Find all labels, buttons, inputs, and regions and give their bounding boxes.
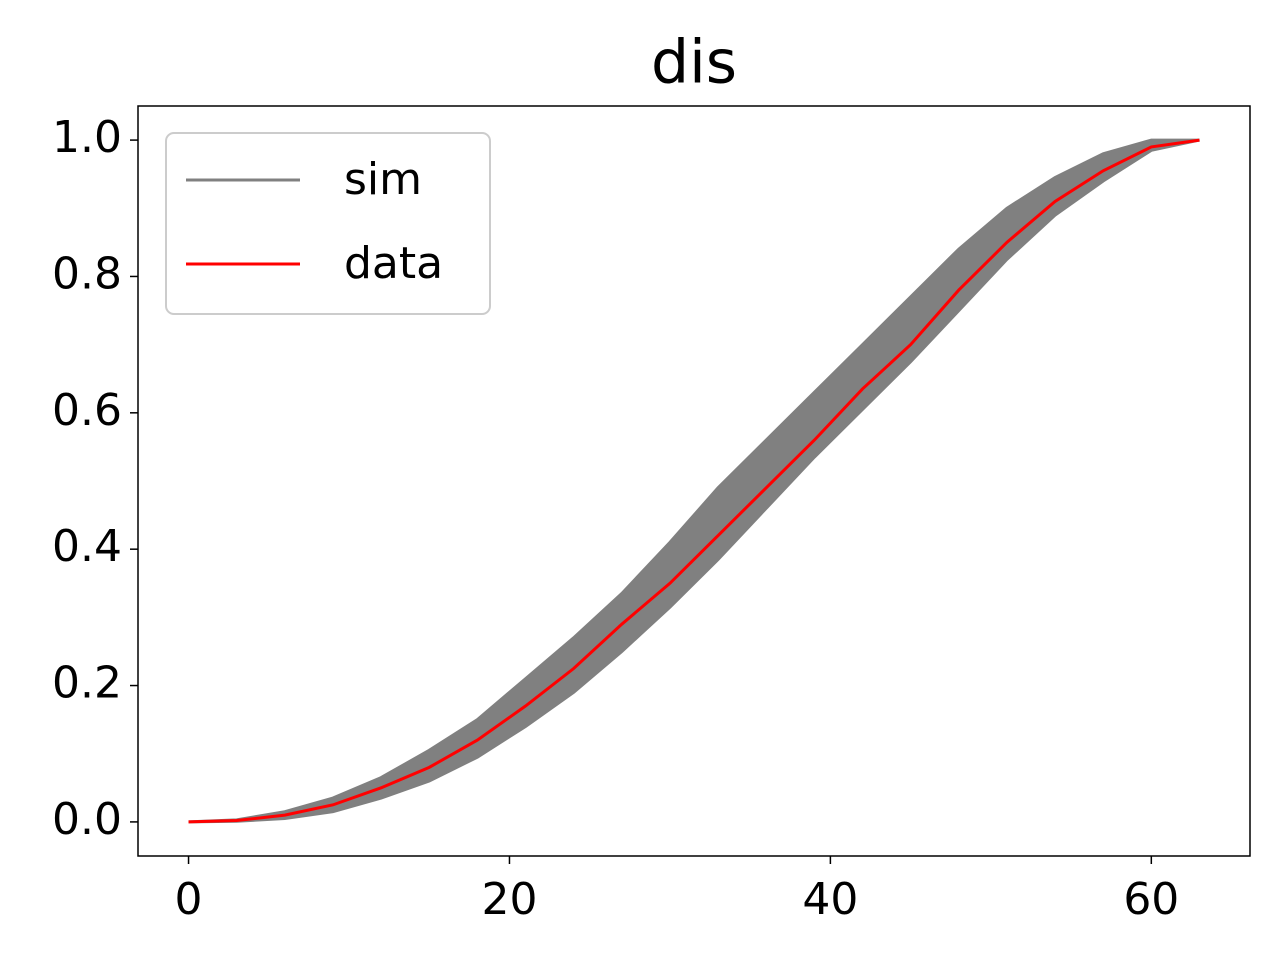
y-tick-label: 0.0 [52,794,122,845]
y-tick-label: 1.0 [52,112,122,163]
x-tick-label: 20 [481,874,537,925]
data-line [188,138,1200,824]
x-tick-label: 60 [1123,874,1179,925]
y-tick-label: 0.8 [52,248,122,299]
legend-label: sim [344,154,422,205]
chart-title: dis [651,28,737,98]
x-tick-label: 0 [175,874,203,925]
plot-frame [137,105,1251,857]
legend-box [165,132,491,315]
legend-label: data [344,238,443,289]
y-tick-label: 0.6 [52,385,122,436]
y-tick-label: 0.4 [52,521,122,572]
y-tick-label: 0.2 [52,658,122,709]
x-tick-label: 40 [802,874,858,925]
